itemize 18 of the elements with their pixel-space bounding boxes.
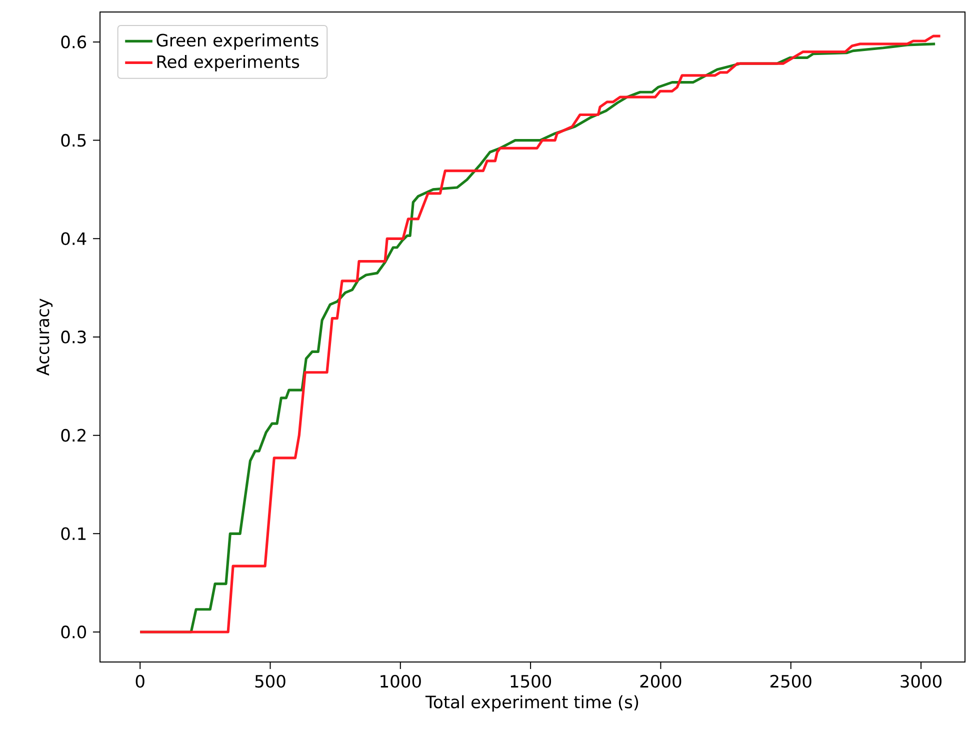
y-tick-label: 0.5: [61, 134, 86, 147]
y-tick-label: 0.6: [61, 36, 86, 48]
y-tick-label: 0.2: [61, 428, 86, 442]
x-tick-label: 2500: [770, 674, 812, 688]
y-tick-label: 0.1: [61, 527, 86, 540]
legend-label: Green experiments: [156, 33, 318, 50]
y-tick-label: 0.4: [61, 232, 86, 246]
x-tick-label: 0: [136, 674, 144, 688]
x-tick-label: 3000: [900, 674, 942, 688]
x-axis-title: Total experiment time (s): [425, 695, 638, 712]
x-tick-label: 2000: [640, 674, 682, 688]
y-tick-label: 0.3: [61, 330, 86, 344]
x-tick-label: 1000: [380, 674, 421, 688]
x-tick-label: 1500: [510, 674, 552, 688]
y-tick-label: 0.0: [61, 626, 86, 638]
y-axis-title: Accuracy: [36, 298, 53, 376]
legend-label: Red experiments: [157, 54, 300, 72]
x-tick-label: 500: [255, 674, 286, 688]
